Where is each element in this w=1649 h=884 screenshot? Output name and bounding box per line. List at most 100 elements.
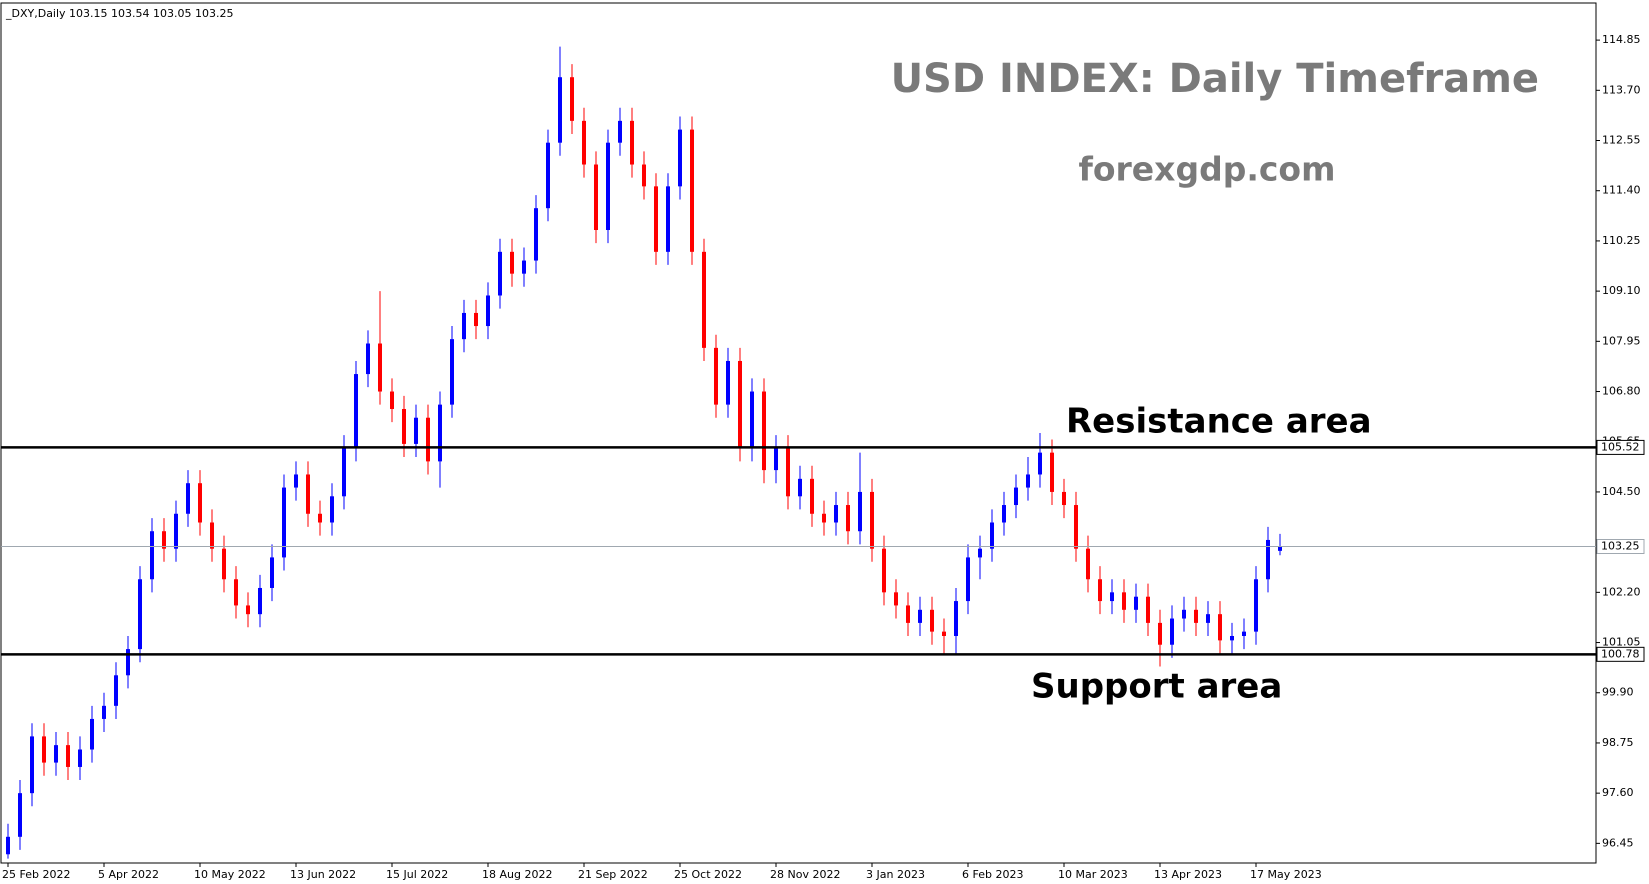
candle-body [1242, 631, 1246, 636]
candle-body [522, 260, 526, 274]
x-tick-label: 25 Feb 2022 [2, 868, 70, 881]
x-tick-label: 18 Aug 2022 [482, 868, 552, 881]
y-tick-label: 98.75 [1602, 736, 1634, 749]
candle-body [606, 142, 610, 231]
candle-body [354, 374, 358, 449]
candle-body [1110, 592, 1114, 602]
support-annotation: Support area [1031, 667, 1282, 707]
x-tick-label: 3 Jan 2023 [866, 868, 925, 881]
candle-body [498, 251, 502, 296]
candle-body [1158, 622, 1162, 645]
plot-frame [0, 2, 1597, 864]
y-tick-label: 114.85 [1602, 33, 1641, 46]
candle-body [678, 129, 682, 187]
candle-body [474, 312, 478, 327]
candle-body [486, 295, 490, 327]
candle-body [858, 491, 862, 532]
support-label: 100.78 [1601, 647, 1640, 660]
candle-body [558, 77, 562, 143]
candle-body [174, 513, 178, 549]
candle-body [1098, 579, 1102, 602]
x-tick-label: 10 Mar 2023 [1058, 868, 1128, 881]
candle-body [150, 531, 154, 580]
candle-body [306, 474, 310, 514]
candle-body [570, 77, 574, 121]
candle-body [210, 522, 214, 549]
candle-body [798, 478, 802, 497]
candle-body [1194, 609, 1198, 623]
candle-body [162, 531, 166, 549]
candle-body [30, 736, 34, 794]
candle-body [1266, 539, 1270, 580]
x-tick-label: 25 Oct 2022 [674, 868, 742, 881]
candle-body [402, 408, 406, 444]
candle-body [810, 478, 814, 514]
x-tick-label: 6 Feb 2023 [962, 868, 1023, 881]
candle-body [1014, 487, 1018, 506]
candle-body [438, 404, 442, 462]
x-tick-label: 17 May 2023 [1250, 868, 1322, 881]
candle-body [1074, 505, 1078, 549]
y-tick-label: 113.70 [1602, 83, 1641, 96]
x-tick-label: 28 Nov 2022 [770, 868, 840, 881]
candle-body [186, 483, 190, 514]
candle-body [246, 605, 250, 615]
y-tick-label: 106.80 [1602, 385, 1641, 398]
candle-body [870, 491, 874, 549]
watermark: forexgdp.com [1079, 150, 1336, 189]
candle-body [18, 793, 22, 837]
x-tick-label: 15 Jul 2022 [386, 868, 448, 881]
candle-body [510, 251, 514, 274]
support-label-box [1596, 646, 1645, 662]
candle-body [126, 649, 130, 676]
candle-body [330, 496, 334, 523]
y-tick-label: 104.50 [1602, 485, 1641, 498]
candle-body [1050, 452, 1054, 492]
candle-body [882, 548, 886, 593]
y-tick-label: 107.95 [1602, 334, 1641, 347]
y-tick-label: 110.25 [1602, 234, 1641, 247]
candle-body [1170, 618, 1174, 645]
candle-body [906, 605, 910, 623]
candle-body [846, 505, 850, 532]
candle-body [618, 120, 622, 143]
resistance-label-box [1596, 439, 1645, 455]
last-price-label-box [1596, 539, 1645, 555]
y-tick-label: 109.10 [1602, 284, 1641, 297]
candle-body [90, 718, 94, 750]
candle-body [1002, 505, 1006, 523]
candle-body [774, 448, 778, 471]
candle-body [318, 513, 322, 523]
candle-body [1218, 614, 1222, 641]
candle-body [942, 631, 946, 636]
candle-body [918, 609, 922, 623]
y-tick-label: 96.45 [1602, 836, 1634, 849]
candle-body [642, 164, 646, 187]
resistance-label: 105.52 [1601, 440, 1640, 453]
candle-body [6, 836, 10, 855]
candle-body [450, 339, 454, 405]
candle-body [114, 675, 118, 706]
candle-body [198, 483, 202, 523]
last-price-label: 103.25 [1601, 540, 1640, 553]
x-tick-label: 10 May 2022 [194, 868, 266, 881]
candle-body [234, 579, 238, 606]
candle-body [138, 579, 142, 650]
x-tick-label: 13 Jun 2022 [290, 868, 356, 881]
candle-body [582, 120, 586, 165]
candle-body [666, 186, 670, 252]
candle-body [690, 129, 694, 252]
y-tick-label: 99.90 [1602, 686, 1634, 699]
x-tick-label: 5 Apr 2022 [98, 868, 159, 881]
candle-body [834, 505, 838, 523]
candle-body [462, 312, 466, 340]
candle-body [258, 587, 262, 615]
candle-body [1254, 579, 1258, 632]
candle-body [630, 120, 634, 165]
candle-body [426, 417, 430, 462]
candle-body [1086, 548, 1090, 580]
candle-body [546, 142, 550, 209]
candle-body [1278, 546, 1282, 551]
